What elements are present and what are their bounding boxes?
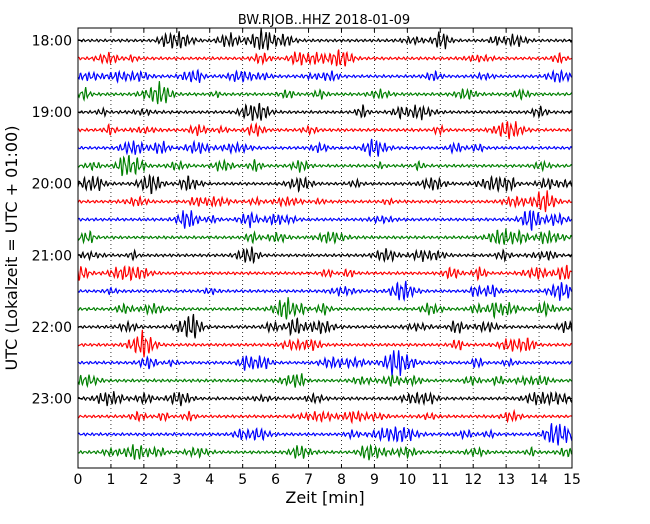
trace-line-2 <box>77 68 572 84</box>
x-tick-layer: 0 1 2 3 4 5 6 7 8 9 10 11 12 13 14 15 <box>74 28 581 488</box>
x-tick-label-13: 13 <box>497 472 515 488</box>
trace-line-22 <box>77 423 573 446</box>
x-tick-label-14: 14 <box>530 472 548 488</box>
x-tick-label-2: 2 <box>139 472 148 488</box>
y-tick-label-2: 20:00 <box>32 177 72 193</box>
trace-line-3 <box>77 81 573 105</box>
chart-title: BW.RJOB..HHZ 2018-01-09 <box>238 13 410 28</box>
trace-line-0 <box>77 28 573 51</box>
y-tick-label-0: 18:00 <box>32 34 72 50</box>
trace-line-4 <box>77 102 573 121</box>
trace-line-6 <box>77 138 573 158</box>
trace-line-7 <box>77 154 573 177</box>
x-tick-label-0: 0 <box>74 472 83 488</box>
x-tick-label-3: 3 <box>172 472 181 488</box>
x-tick-label-4: 4 <box>205 472 214 488</box>
trace-line-9 <box>77 190 573 213</box>
y-tick-label-3: 21:00 <box>32 248 72 264</box>
y-tick-label-1: 19:00 <box>32 105 72 121</box>
x-tick-label-12: 12 <box>464 472 482 488</box>
trace-line-16 <box>77 313 573 339</box>
x-tick-label-15: 15 <box>563 472 581 488</box>
trace-line-10 <box>77 209 573 231</box>
trace-line-12 <box>77 246 573 265</box>
plot-frame <box>77 27 573 469</box>
trace-line-13 <box>77 264 573 282</box>
trace-line-21 <box>77 408 573 425</box>
trace-line-18 <box>77 350 573 377</box>
trace-line-14 <box>77 280 573 302</box>
trace-line-23 <box>77 443 573 461</box>
trace-layer <box>77 28 573 461</box>
trace-line-5 <box>77 120 573 140</box>
grid-layer <box>110 28 540 468</box>
trace-line-1 <box>77 49 573 67</box>
x-tick-label-9: 9 <box>370 472 379 488</box>
y-tick-label-4: 22:00 <box>32 320 72 336</box>
trace-line-15 <box>77 297 572 320</box>
x-tick-label-11: 11 <box>431 472 449 488</box>
x-tick-label-8: 8 <box>337 472 346 488</box>
x-tick-label-6: 6 <box>271 472 280 488</box>
x-tick-label-1: 1 <box>106 472 115 488</box>
x-tick-label-5: 5 <box>238 472 247 488</box>
trace-line-8 <box>77 173 573 195</box>
x-axis-label: Zeit [min] <box>285 488 364 507</box>
x-tick-label-10: 10 <box>398 472 416 488</box>
trace-line-20 <box>77 390 573 407</box>
y-axis-label: UTC (Lokalzeit = UTC + 01:00) <box>2 126 21 371</box>
trace-line-19 <box>77 373 572 389</box>
trace-line-17 <box>77 329 573 358</box>
trace-line-11 <box>77 228 573 246</box>
y-tick-label-5: 23:00 <box>32 392 72 408</box>
y-tick-layer: 18:00 19:00 20:00 21:00 22:00 23:00 <box>32 34 572 408</box>
x-tick-label-7: 7 <box>304 472 313 488</box>
